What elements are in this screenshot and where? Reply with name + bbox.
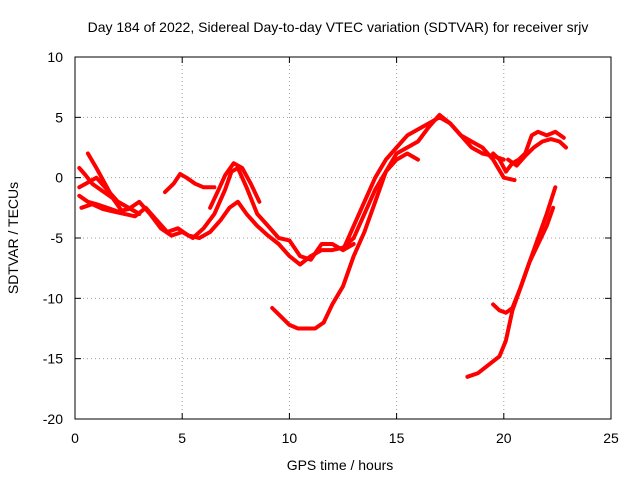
y-tick-label: 5 (55, 109, 63, 125)
series-line-s8 (270, 306, 326, 331)
x-tick-label: 20 (496, 430, 512, 446)
x-axis-label: GPS time / hours (287, 457, 394, 473)
series-line-s13 (491, 205, 556, 315)
data-series (77, 112, 568, 379)
series-line-s9 (321, 112, 517, 325)
axis-ticks: 0 5 10 15 20 25 -20 -15 -10 -5 0 5 10 (43, 49, 619, 446)
chart-title: Day 184 of 2022, Sidereal Day-to-day VTE… (88, 19, 589, 35)
series-line-s11 (351, 151, 420, 240)
grid (75, 57, 611, 419)
x-tick-label: 5 (178, 430, 186, 446)
y-tick-label: -10 (43, 290, 63, 306)
series-line-s7 (208, 161, 262, 210)
series-line-s6 (163, 172, 217, 195)
x-tick-label: 10 (282, 430, 298, 446)
y-tick-label: 10 (47, 49, 63, 65)
series-line-s15 (506, 137, 568, 168)
x-tick-label: 25 (603, 430, 619, 446)
x-tick-label: 0 (71, 430, 79, 446)
series-line-s10 (341, 115, 506, 253)
y-tick-label: -15 (43, 351, 63, 367)
x-tick-label: 15 (389, 430, 405, 446)
series-line-s2 (79, 199, 356, 267)
series-line-s5 (85, 151, 125, 214)
y-tick-label: 0 (55, 170, 63, 186)
series-line-s12 (465, 185, 558, 379)
y-tick-label: -5 (51, 230, 64, 246)
y-tick-label: -20 (43, 411, 63, 427)
y-axis-label: SDTVAR / TECUs (5, 182, 21, 294)
